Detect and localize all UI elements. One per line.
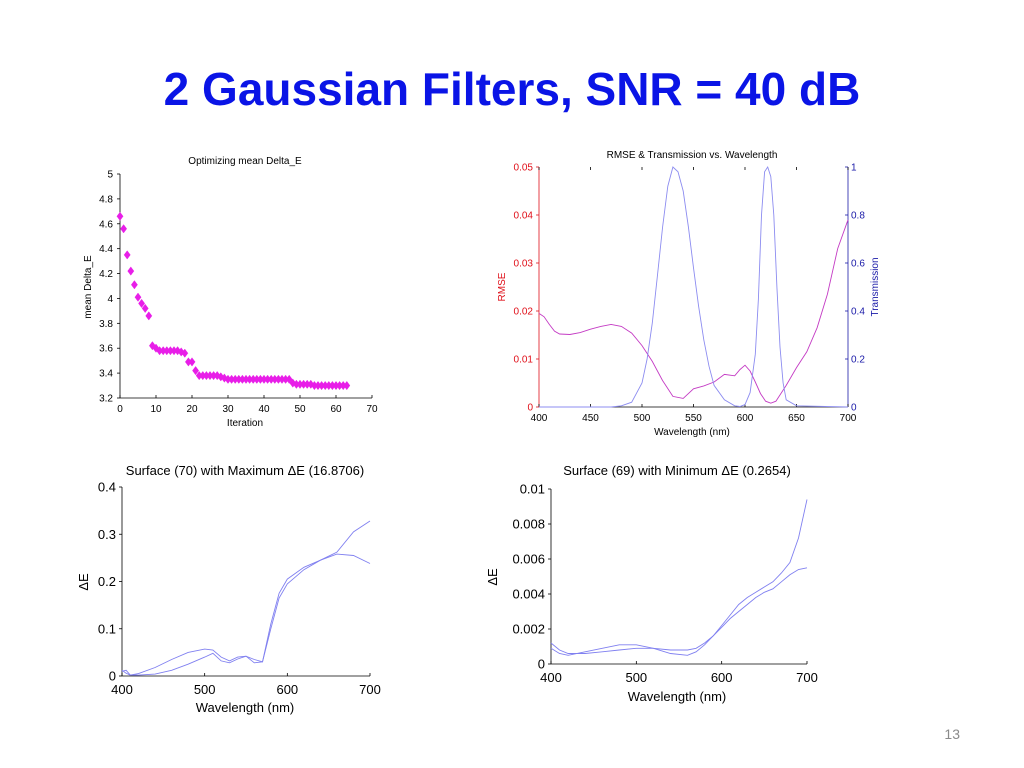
data-point — [127, 266, 135, 276]
x-tick-label: 50 — [294, 404, 306, 415]
chart-title: RMSE & Transmission vs. Wavelength — [607, 150, 778, 161]
y-tick-label: 3.4 — [99, 369, 113, 380]
x-tick-label: 550 — [685, 413, 702, 424]
y-tick-label: 0.02 — [514, 307, 534, 318]
x-tick-label: 500 — [194, 682, 216, 697]
y-tick-label: 0.01 — [514, 355, 534, 366]
series-line-1 — [538, 219, 849, 404]
y-axis-label: mean Delta_E — [83, 255, 94, 319]
data-point — [145, 311, 153, 321]
slide-title: 2 Gaussian Filters, SNR = 40 dB — [163, 63, 861, 115]
y-tick-label: 0.04 — [514, 211, 534, 222]
y-tick-label: 4.6 — [99, 219, 113, 230]
y-tick-label: 4.8 — [99, 194, 113, 205]
x-axis-label: Wavelength (nm) — [654, 427, 730, 438]
data-point — [116, 211, 124, 221]
y-tick-label: 0.03 — [514, 259, 534, 270]
x-axis-label: Wavelength (nm) — [628, 689, 727, 704]
chart-title: Optimizing mean Delta_E — [188, 156, 302, 167]
y-tick-label: 0.2 — [98, 574, 116, 589]
y-tick-label: 0 — [538, 657, 545, 672]
series-line-2 — [550, 499, 808, 656]
data-point — [131, 280, 138, 290]
x-tick-label: 10 — [150, 404, 162, 415]
y-tick-label: 0.05 — [514, 163, 534, 174]
surface-69-chart: Surface (69) with Minimum ΔE (0.2654) Wa… — [485, 463, 818, 704]
data-point — [123, 250, 131, 260]
y-tick-label: 0.01 — [520, 482, 545, 497]
y-tick-label: 4 — [107, 294, 113, 305]
data-point — [120, 224, 128, 234]
surface-70-chart: Surface (70) with Maximum ΔE (16.8706) W… — [76, 463, 381, 715]
y-tick-label-right: 0.8 — [851, 211, 865, 222]
x-tick-label: 400 — [111, 682, 133, 697]
y-tick-label: 4.4 — [99, 244, 113, 255]
rmse-transmission-chart: RMSE & Transmission vs. Wavelength Wavel… — [497, 150, 881, 438]
y-tick-label-right: 0.6 — [851, 259, 865, 270]
y-axis-label: ΔE — [485, 568, 500, 586]
data-point — [192, 366, 199, 376]
series-line-2 — [539, 165, 849, 408]
y-tick-label: 0 — [527, 403, 533, 414]
x-tick-label: 500 — [625, 670, 647, 685]
y-tick-label-right: 0.4 — [851, 307, 865, 318]
y-tick-label-right: 0.2 — [851, 355, 865, 366]
x-axis-label: Wavelength (nm) — [196, 700, 295, 715]
y-tick-label: 0.1 — [98, 621, 116, 636]
y-tick-label: 5 — [107, 170, 113, 181]
y-tick-label: 0.002 — [512, 622, 545, 637]
x-tick-label: 600 — [737, 413, 754, 424]
data-point — [181, 348, 189, 358]
y-tick-label: 0.006 — [512, 552, 545, 567]
y-tick-label-right: 1 — [851, 163, 857, 174]
x-tick-label: 450 — [582, 413, 599, 424]
y-tick-label: 3.6 — [99, 344, 113, 355]
x-tick-label: 20 — [186, 404, 198, 415]
x-axis-label: Iteration — [227, 418, 263, 429]
x-tick-label: 500 — [634, 413, 651, 424]
chart-title: Surface (70) with Maximum ΔE (16.8706) — [126, 463, 364, 478]
series-line-1 — [550, 567, 808, 654]
data-point — [188, 357, 196, 367]
series-line-2 — [121, 520, 371, 676]
y-tick-label: 4.2 — [99, 269, 113, 280]
delta-e-optimization-chart: Optimizing mean Delta_E Iteration mean D… — [83, 156, 378, 429]
data-point — [343, 381, 351, 391]
x-tick-label: 0 — [117, 404, 123, 415]
y-axis-label: ΔE — [76, 573, 91, 591]
x-tick-label: 30 — [222, 404, 234, 415]
x-tick-label: 70 — [366, 404, 378, 415]
x-tick-label: 700 — [796, 670, 818, 685]
y-tick-label: 0 — [109, 669, 116, 684]
y-tick-label: 0.004 — [512, 587, 545, 602]
data-point — [141, 303, 149, 313]
y-tick-label: 3.8 — [99, 319, 113, 330]
x-tick-label: 400 — [540, 670, 562, 685]
x-tick-label: 700 — [359, 682, 381, 697]
y-axis-label-left: RMSE — [497, 272, 508, 301]
x-tick-label: 600 — [276, 682, 298, 697]
x-tick-label: 400 — [531, 413, 548, 424]
data-point — [134, 292, 142, 302]
y-tick-label: 3.2 — [99, 394, 113, 405]
x-tick-label: 700 — [840, 413, 857, 424]
y-tick-label-right: 0 — [851, 403, 857, 414]
x-tick-label: 600 — [711, 670, 733, 685]
y-axis-label-right: Transmission — [870, 257, 881, 316]
x-tick-label: 40 — [258, 404, 270, 415]
y-tick-label: 0.3 — [98, 527, 116, 542]
data-point — [138, 298, 145, 308]
series-line-1 — [121, 553, 371, 676]
x-tick-label: 650 — [788, 413, 805, 424]
y-tick-label: 0.008 — [512, 517, 545, 532]
x-tick-label: 60 — [330, 404, 342, 415]
chart-title: Surface (69) with Minimum ΔE (0.2654) — [563, 463, 791, 478]
page-number: 13 — [944, 726, 960, 742]
y-tick-label: 0.4 — [98, 480, 116, 495]
